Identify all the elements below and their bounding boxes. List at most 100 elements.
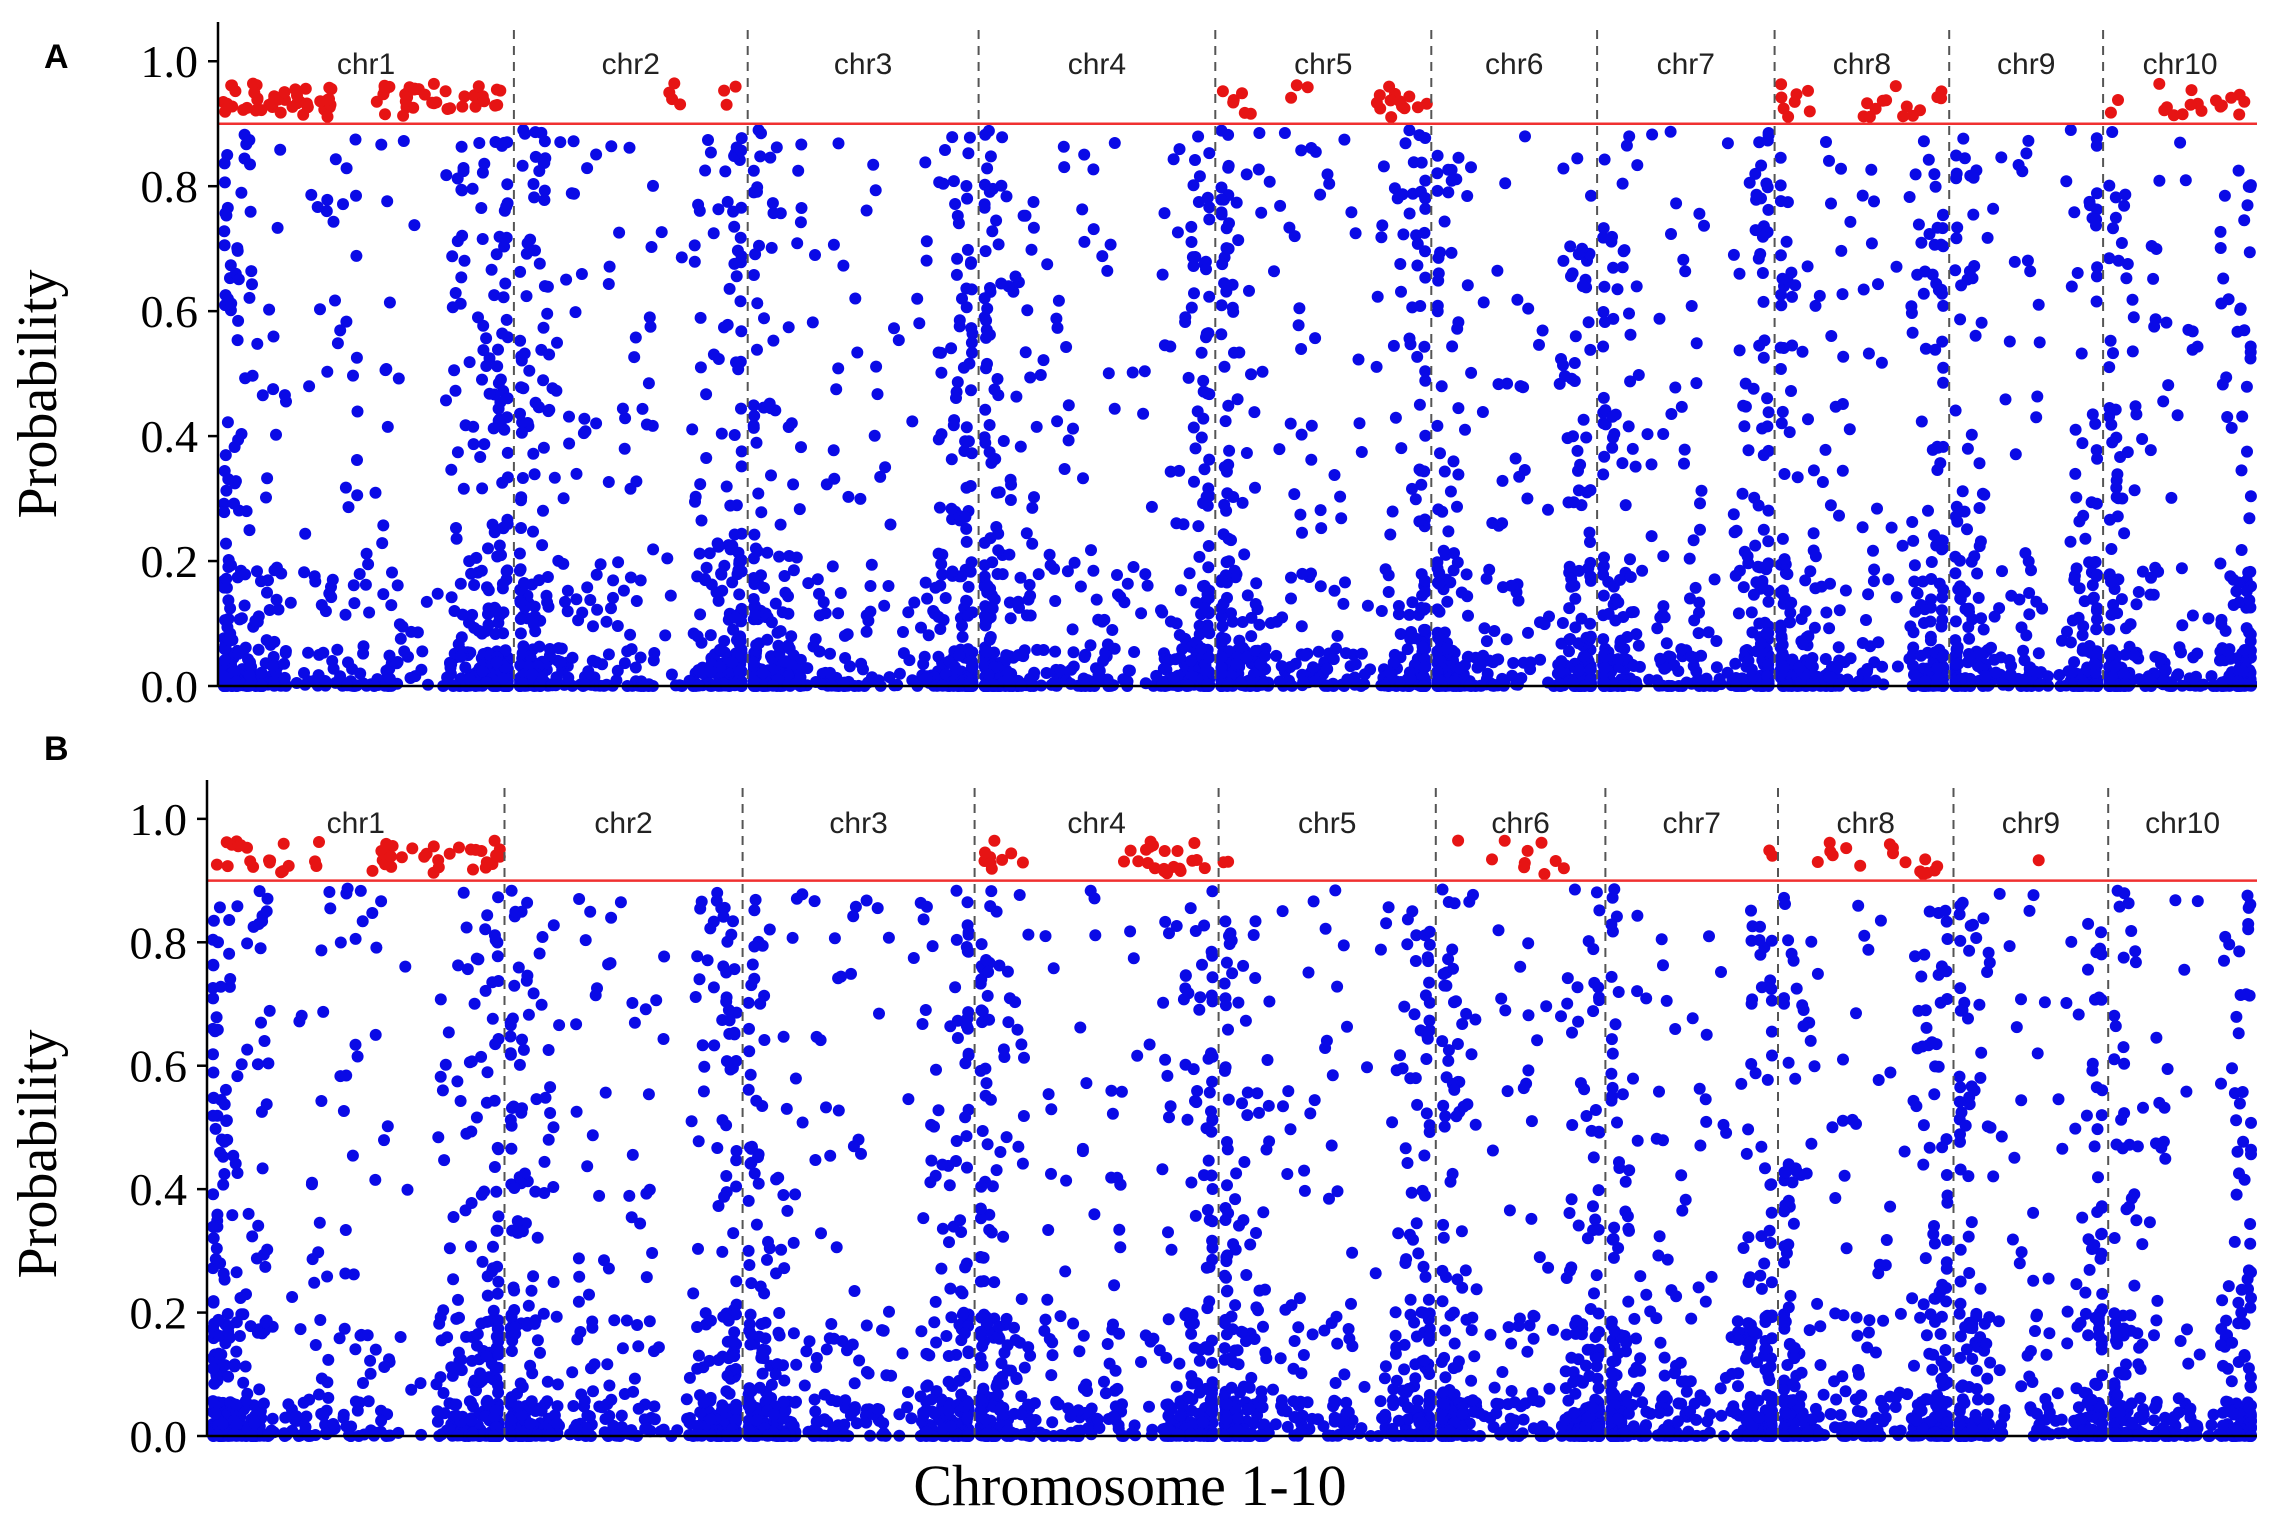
data-point (893, 667, 906, 680)
data-point (984, 150, 997, 163)
significant-point (237, 103, 250, 116)
data-point (207, 1048, 219, 1061)
data-point (231, 1167, 244, 1179)
data-point (381, 195, 394, 208)
data-point (1582, 316, 1595, 329)
significant-point (1790, 88, 1803, 101)
data-point (527, 178, 540, 190)
chromosome-label: chr4 (1068, 48, 1126, 81)
data-point (1294, 508, 1307, 521)
data-point (1912, 218, 1925, 231)
data-point (1555, 655, 1568, 668)
data-point (1305, 419, 1318, 432)
data-point (1067, 646, 1080, 659)
data-point (1459, 423, 1471, 436)
data-point (2017, 673, 2030, 686)
data-point (2191, 647, 2204, 660)
data-point (993, 486, 1006, 499)
data-point (1032, 568, 1045, 581)
data-point (1404, 672, 1417, 685)
data-point (1492, 653, 1505, 666)
data-point (932, 547, 945, 560)
data-point (1174, 584, 1187, 597)
data-point (492, 402, 505, 415)
data-point (1556, 617, 1569, 629)
data-point (936, 568, 949, 581)
data-point (238, 152, 251, 165)
data-point (2171, 409, 2184, 422)
data-point (1820, 606, 1833, 619)
data-point (1135, 607, 1148, 620)
data-point (478, 438, 491, 451)
data-point (1009, 270, 1022, 283)
data-point (561, 605, 574, 618)
data-point (543, 643, 556, 655)
data-point (700, 561, 713, 574)
data-point (213, 901, 226, 914)
data-point (496, 578, 509, 590)
data-point (1185, 654, 1197, 667)
data-point (1646, 128, 1659, 141)
data-point (2243, 594, 2256, 607)
data-point (369, 1173, 382, 1186)
data-point (728, 257, 741, 270)
data-point (327, 215, 340, 228)
data-point (516, 159, 529, 172)
data-point (826, 560, 839, 573)
data-point (1653, 312, 1666, 325)
data-point (1801, 260, 1814, 273)
data-point (1561, 432, 1574, 445)
data-point (1602, 607, 1615, 620)
y-tick-label: 0.2 (141, 536, 199, 587)
data-point (1431, 184, 1444, 197)
data-point (872, 674, 885, 687)
data-point (1756, 422, 1769, 435)
data-point (2244, 340, 2257, 353)
data-point (733, 588, 746, 601)
data-point (1293, 302, 1306, 315)
data-points (218, 124, 2257, 692)
data-point (1937, 376, 1950, 389)
data-point (1685, 300, 1698, 312)
data-point (2109, 403, 2122, 416)
y-tick-label: 0.8 (141, 161, 199, 212)
data-point (1203, 201, 1216, 214)
data-point (451, 1075, 464, 1088)
data-point (500, 313, 513, 326)
data-point (1698, 219, 1710, 232)
data-point (1778, 553, 1791, 566)
data-point (2147, 272, 2160, 285)
data-point (1624, 571, 1637, 583)
data-point (235, 186, 248, 199)
data-point (274, 143, 287, 156)
data-point (1903, 652, 1916, 665)
data-point (496, 139, 508, 152)
data-point (1495, 677, 1508, 690)
data-point (981, 162, 994, 175)
data-point (659, 629, 672, 642)
data-point (1200, 583, 1213, 596)
data-point (210, 1011, 223, 1024)
data-point (480, 1096, 493, 1109)
data-point (1862, 588, 1875, 601)
data-point (1203, 388, 1216, 401)
significant-point (286, 100, 299, 113)
data-point (996, 131, 1009, 144)
data-point (1917, 287, 1930, 300)
data-point (492, 1210, 505, 1223)
data-point (375, 1414, 388, 1427)
data-point (1445, 174, 1458, 187)
data-point (538, 194, 551, 206)
data-point (477, 319, 490, 332)
data-point (392, 372, 405, 385)
data-point (2145, 571, 2157, 584)
data-point (1710, 661, 1723, 674)
data-point (961, 192, 974, 205)
data-point (1624, 553, 1636, 566)
data-point (1517, 381, 1530, 394)
data-point (1872, 278, 1884, 291)
data-point (1929, 180, 1942, 193)
significant-point (274, 106, 287, 119)
data-point (933, 501, 946, 514)
